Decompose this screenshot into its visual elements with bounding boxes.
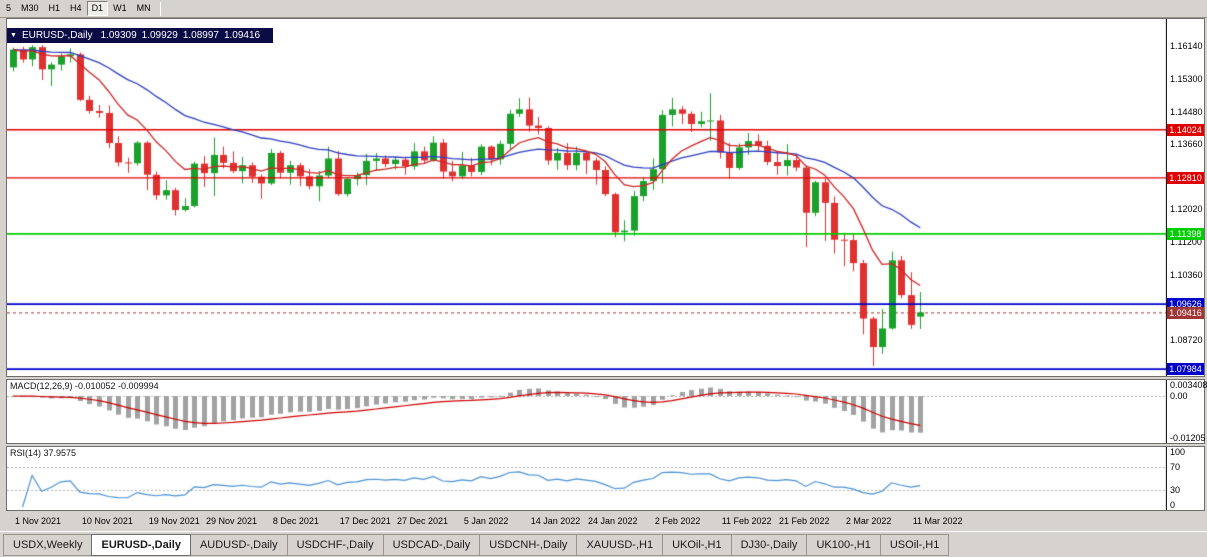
time-axis-label: 2 Feb 2022 bbox=[654, 516, 701, 526]
chevron-down-icon[interactable]: ▼ bbox=[10, 32, 17, 39]
macd-axis-tick: 0.003408 bbox=[1170, 380, 1207, 390]
symbol-info-bar: ▼ EURUSD-,Daily 1.09309 1.09929 1.08997 … bbox=[7, 28, 274, 43]
time-axis-label: 10 Nov 2021 bbox=[81, 516, 133, 526]
rsi-pane: RSI(14) 37.9575 100 70 30 0 bbox=[6, 446, 1205, 511]
timeframe-button-m30[interactable]: M30 bbox=[21, 3, 39, 13]
rsi-axis-tick: 30 bbox=[1170, 484, 1181, 495]
time-axis-label: 14 Jan 2022 bbox=[530, 516, 581, 526]
rsi-axis[interactable]: 100 70 30 0 bbox=[1167, 447, 1204, 510]
toolbar-separator bbox=[159, 1, 161, 16]
time-axis-label: 8 Dec 2021 bbox=[272, 516, 319, 526]
timeframe-button-d1[interactable]: D1 bbox=[86, 1, 109, 16]
price-chart-canvas[interactable] bbox=[7, 19, 1167, 376]
tab-ukoil-h1[interactable]: UKOil-,H1 bbox=[662, 534, 732, 556]
time-axis-label: 11 Mar 2022 bbox=[912, 516, 963, 526]
bid-price-label: 1.09416 bbox=[1167, 307, 1204, 320]
level-price-label: 1.07984 bbox=[1167, 363, 1204, 376]
tab-usdchf-daily[interactable]: USDCHF-,Daily bbox=[286, 534, 384, 556]
timeframe-buttons: 5 M30 H1 H4 D1 W1 MN bbox=[1, 0, 156, 17]
tab-eurusd-daily[interactable]: EURUSD-,Daily bbox=[91, 534, 191, 556]
chart-region: ▼ EURUSD-,Daily 1.09309 1.09929 1.08997 … bbox=[0, 18, 1207, 531]
time-axis-label: 2 Mar 2022 bbox=[845, 516, 892, 526]
timeframe-toolbar: 5 M30 H1 H4 D1 W1 MN bbox=[0, 0, 1207, 18]
rsi-axis-tick: 0 bbox=[1170, 500, 1176, 510]
price-tick: 1.13660 bbox=[1170, 139, 1203, 150]
level-price-label: 1.09626 bbox=[1167, 298, 1204, 311]
time-axis[interactable]: 1 Nov 2021 10 Nov 2021 19 Nov 2021 29 Nov 2… bbox=[7, 511, 1205, 531]
price-tick: 1.15300 bbox=[1170, 74, 1203, 85]
time-axis-label: 17 Dec 2021 bbox=[339, 516, 391, 526]
timeframe-button-5[interactable]: 5 bbox=[6, 3, 12, 13]
quote-close: 1.09416 bbox=[223, 30, 261, 41]
tab-dj30-daily[interactable]: DJ30-,Daily bbox=[730, 534, 808, 556]
price-tick: 1.12020 bbox=[1170, 204, 1203, 215]
level-price-label: 1.12810 bbox=[1167, 171, 1204, 184]
tab-usoil-h1[interactable]: USOil-,H1 bbox=[879, 534, 950, 556]
price-tick: 1.16140 bbox=[1170, 40, 1203, 51]
level-price-label: 1.14024 bbox=[1167, 123, 1204, 136]
rsi-axis-tick: 70 bbox=[1170, 462, 1181, 473]
time-axis-label: 1 Nov 2021 bbox=[15, 516, 62, 526]
time-axis-label: 24 Jan 2022 bbox=[588, 516, 638, 526]
price-tick: 1.08720 bbox=[1170, 334, 1203, 345]
tab-usdx-weekly[interactable]: USDX,Weekly bbox=[3, 534, 93, 556]
timeframe-button-mn[interactable]: MN bbox=[136, 3, 151, 13]
macd-axis[interactable]: 0.003408 0.00 -0.01205 bbox=[1167, 380, 1207, 443]
tab-audusd-daily[interactable]: AUDUSD-,Daily bbox=[189, 534, 288, 556]
quote-high: 1.09929 bbox=[141, 30, 178, 41]
time-axis-label: 27 Dec 2021 bbox=[397, 516, 449, 526]
quote-open: 1.09309 bbox=[100, 30, 137, 41]
symbol-label: EURUSD-,Daily bbox=[21, 30, 93, 41]
tab-uk100-h1[interactable]: UK100-,H1 bbox=[806, 534, 881, 556]
price-tick: 1.14480 bbox=[1170, 106, 1203, 117]
time-axis-label: 11 Feb 2022 bbox=[721, 516, 772, 526]
timeframe-button-w1[interactable]: W1 bbox=[113, 3, 127, 13]
price-pane: ▼ EURUSD-,Daily 1.09309 1.09929 1.08997 … bbox=[6, 18, 1205, 377]
quote-low: 1.08997 bbox=[182, 30, 219, 41]
time-axis-label: 29 Nov 2021 bbox=[206, 516, 258, 526]
tab-xauusd-h1[interactable]: XAUUSD-,H1 bbox=[576, 534, 664, 556]
timeframe-button-h4[interactable]: H4 bbox=[70, 3, 82, 13]
macd-canvas[interactable] bbox=[7, 380, 1167, 443]
rsi-canvas[interactable] bbox=[7, 447, 1167, 510]
tab-usdcad-daily[interactable]: USDCAD-,Daily bbox=[382, 534, 481, 556]
chart-tabs: USDX,Weekly EURUSD-,Daily AUDUSD-,Daily USD… bbox=[0, 531, 1207, 557]
rsi-axis-tick: 100 bbox=[1170, 447, 1186, 457]
time-axis-label: 5 Jan 2022 bbox=[463, 516, 509, 526]
price-tick: 1.10360 bbox=[1170, 269, 1203, 280]
level-price-label: 1.11398 bbox=[1167, 227, 1204, 240]
timeframe-button-h1[interactable]: H1 bbox=[48, 3, 61, 13]
price-tick: 1.11200 bbox=[1170, 236, 1202, 247]
price-axis[interactable]: 1.161401.153001.144801.136601.128401.120… bbox=[1167, 19, 1204, 377]
time-axis-label: 19 Nov 2021 bbox=[148, 516, 200, 526]
rsi-label: RSI(14) 37.9575 bbox=[10, 448, 77, 458]
macd-axis-tick: 0.00 bbox=[1170, 391, 1188, 401]
macd-axis-tick: -0.01205 bbox=[1170, 432, 1206, 443]
time-axis-label: 21 Feb 2022 bbox=[779, 516, 830, 526]
macd-label: MACD(12,26,9) -0.010052 -0.009994 bbox=[10, 381, 159, 391]
macd-pane: MACD(12,26,9) -0.010052 -0.009994 0.0034… bbox=[6, 379, 1207, 444]
tab-usdcnh-daily[interactable]: USDCNH-,Daily bbox=[479, 534, 578, 556]
